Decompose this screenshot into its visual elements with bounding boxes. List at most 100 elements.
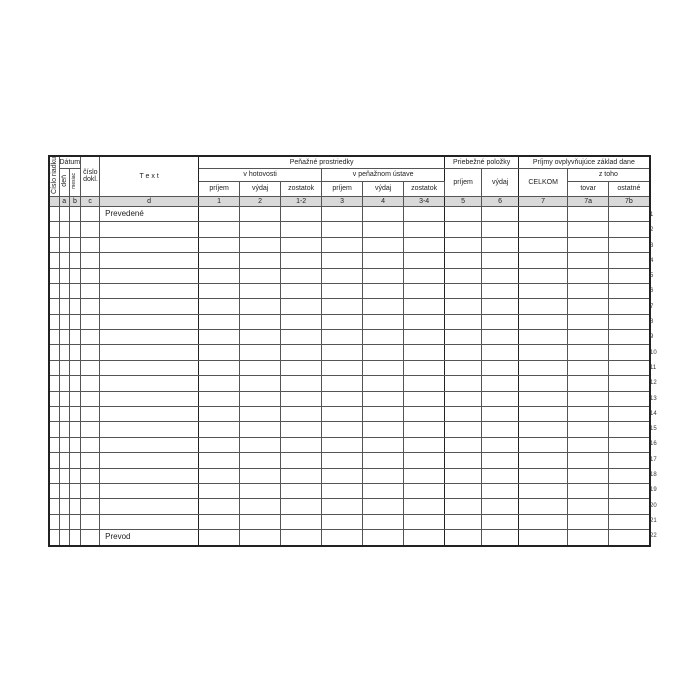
entry-cell[interactable] — [80, 205, 101, 223]
entry-cell[interactable] — [48, 529, 60, 547]
entry-cell[interactable] — [403, 298, 446, 315]
entry-cell[interactable] — [403, 436, 446, 454]
entry-cell[interactable] — [68, 344, 82, 361]
text-cell[interactable] — [99, 252, 200, 269]
entry-cell[interactable] — [444, 205, 483, 223]
entry-cell[interactable] — [280, 513, 323, 531]
entry-cell[interactable] — [280, 406, 323, 423]
entry-cell[interactable] — [518, 329, 569, 346]
entry-cell[interactable] — [280, 252, 323, 269]
entry-cell[interactable] — [403, 344, 446, 361]
text-cell[interactable] — [99, 329, 200, 346]
entry-cell[interactable] — [444, 452, 483, 469]
entry-cell[interactable] — [444, 498, 483, 515]
entry-cell[interactable] — [68, 467, 82, 485]
entry-cell[interactable] — [321, 467, 364, 485]
entry-cell[interactable] — [444, 421, 483, 438]
entry-cell[interactable] — [362, 375, 405, 392]
entry-cell[interactable] — [444, 359, 483, 377]
entry-cell[interactable] — [280, 313, 323, 331]
entry-cell[interactable] — [68, 482, 82, 500]
entry-cell[interactable] — [444, 282, 483, 300]
entry-cell[interactable] — [58, 467, 70, 485]
entry-cell[interactable] — [481, 205, 520, 223]
entry-cell[interactable] — [198, 344, 241, 361]
entry-cell[interactable] — [567, 436, 610, 454]
entry-cell[interactable] — [48, 482, 60, 500]
entry-cell[interactable] — [321, 267, 364, 284]
entry-cell[interactable] — [58, 205, 70, 223]
entry-cell[interactable] — [403, 513, 446, 531]
entry-cell[interactable] — [481, 467, 520, 485]
entry-cell[interactable] — [481, 452, 520, 469]
entry-cell[interactable] — [362, 282, 405, 300]
entry-cell[interactable] — [80, 436, 101, 454]
entry-cell[interactable] — [362, 221, 405, 238]
entry-cell[interactable] — [518, 421, 569, 438]
entry-cell[interactable] — [608, 436, 651, 454]
entry-cell[interactable] — [239, 467, 282, 485]
entry-cell[interactable] — [48, 375, 60, 392]
entry-cell[interactable] — [403, 313, 446, 331]
entry-cell[interactable] — [567, 406, 610, 423]
entry-cell[interactable] — [444, 482, 483, 500]
entry-cell[interactable] — [403, 390, 446, 408]
entry-cell[interactable] — [321, 252, 364, 269]
entry-cell[interactable] — [48, 221, 60, 238]
entry-cell[interactable] — [321, 205, 364, 223]
text-cell[interactable]: Prevedené — [99, 205, 200, 223]
entry-cell[interactable] — [403, 467, 446, 485]
entry-cell[interactable] — [48, 344, 60, 361]
entry-cell[interactable] — [48, 359, 60, 377]
entry-cell[interactable] — [403, 421, 446, 438]
entry-cell[interactable] — [444, 221, 483, 238]
entry-cell[interactable] — [567, 236, 610, 254]
entry-cell[interactable] — [444, 375, 483, 392]
entry-cell[interactable] — [198, 329, 241, 346]
text-cell[interactable] — [99, 513, 200, 531]
text-cell[interactable] — [99, 406, 200, 423]
entry-cell[interactable] — [362, 298, 405, 315]
entry-cell[interactable] — [80, 452, 101, 469]
entry-cell[interactable] — [362, 513, 405, 531]
entry-cell[interactable] — [608, 513, 651, 531]
entry-cell[interactable] — [239, 313, 282, 331]
entry-cell[interactable] — [321, 498, 364, 515]
entry-cell[interactable] — [198, 452, 241, 469]
entry-cell[interactable] — [403, 282, 446, 300]
text-cell[interactable] — [99, 282, 200, 300]
entry-cell[interactable] — [567, 221, 610, 238]
entry-cell[interactable] — [321, 436, 364, 454]
entry-cell[interactable] — [608, 406, 651, 423]
entry-cell[interactable] — [608, 375, 651, 392]
entry-cell[interactable] — [518, 375, 569, 392]
entry-cell[interactable] — [608, 344, 651, 361]
entry-cell[interactable] — [362, 467, 405, 485]
text-cell[interactable] — [99, 498, 200, 515]
entry-cell[interactable] — [68, 329, 82, 346]
entry-cell[interactable] — [608, 221, 651, 238]
entry-cell[interactable] — [608, 359, 651, 377]
entry-cell[interactable] — [80, 406, 101, 423]
entry-cell[interactable] — [567, 452, 610, 469]
entry-cell[interactable] — [567, 390, 610, 408]
entry-cell[interactable] — [239, 482, 282, 500]
entry-cell[interactable] — [68, 421, 82, 438]
entry-cell[interactable] — [321, 298, 364, 315]
entry-cell[interactable] — [198, 267, 241, 284]
entry-cell[interactable] — [608, 205, 651, 223]
entry-cell[interactable] — [321, 390, 364, 408]
entry-cell[interactable] — [280, 452, 323, 469]
entry-cell[interactable] — [321, 344, 364, 361]
entry-cell[interactable] — [68, 267, 82, 284]
entry-cell[interactable] — [518, 436, 569, 454]
entry-cell[interactable] — [321, 329, 364, 346]
entry-cell[interactable] — [239, 421, 282, 438]
entry-cell[interactable] — [481, 498, 520, 515]
text-cell[interactable] — [99, 267, 200, 284]
entry-cell[interactable] — [239, 452, 282, 469]
entry-cell[interactable] — [481, 344, 520, 361]
entry-cell[interactable] — [280, 221, 323, 238]
entry-cell[interactable] — [481, 406, 520, 423]
entry-cell[interactable] — [608, 467, 651, 485]
